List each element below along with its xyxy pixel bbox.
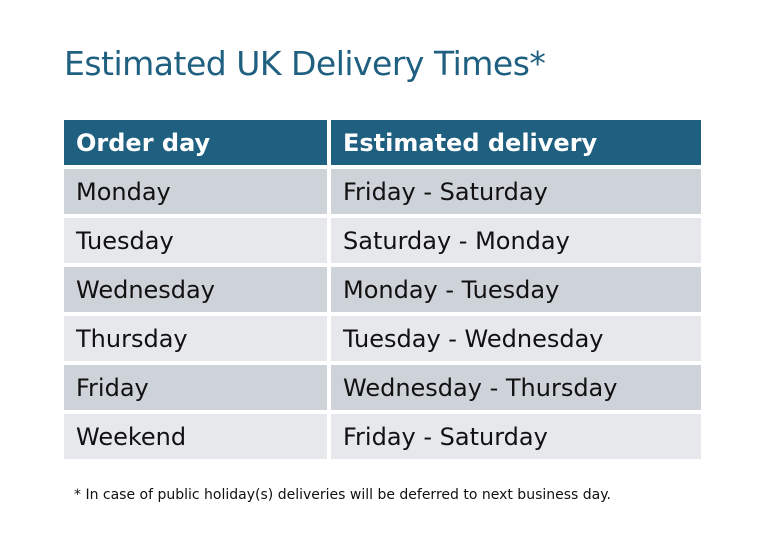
- table-cell-delivery: Tuesday - Wednesday: [331, 316, 701, 361]
- page-title: Estimated UK Delivery Times*: [64, 44, 546, 83]
- table-cell-order-day: Weekend: [64, 414, 327, 459]
- column-header-estimated-delivery: Estimated delivery: [331, 120, 701, 165]
- table-cell-order-day: Thursday: [64, 316, 327, 361]
- footnote: * In case of public holiday(s) deliverie…: [74, 487, 611, 503]
- column-header-order-day: Order day: [64, 120, 327, 165]
- table-cell-delivery: Friday - Saturday: [331, 169, 701, 214]
- table-cell-order-day: Monday: [64, 169, 327, 214]
- table-cell-delivery: Friday - Saturday: [331, 414, 701, 459]
- table-cell-order-day: Tuesday: [64, 218, 327, 263]
- table-cell-order-day: Wednesday: [64, 267, 327, 312]
- table-cell-delivery: Wednesday - Thursday: [331, 365, 701, 410]
- table-cell-order-day: Friday: [64, 365, 327, 410]
- delivery-table: Order day Estimated delivery Monday Frid…: [64, 120, 701, 459]
- table-cell-delivery: Monday - Tuesday: [331, 267, 701, 312]
- table-cell-delivery: Saturday - Monday: [331, 218, 701, 263]
